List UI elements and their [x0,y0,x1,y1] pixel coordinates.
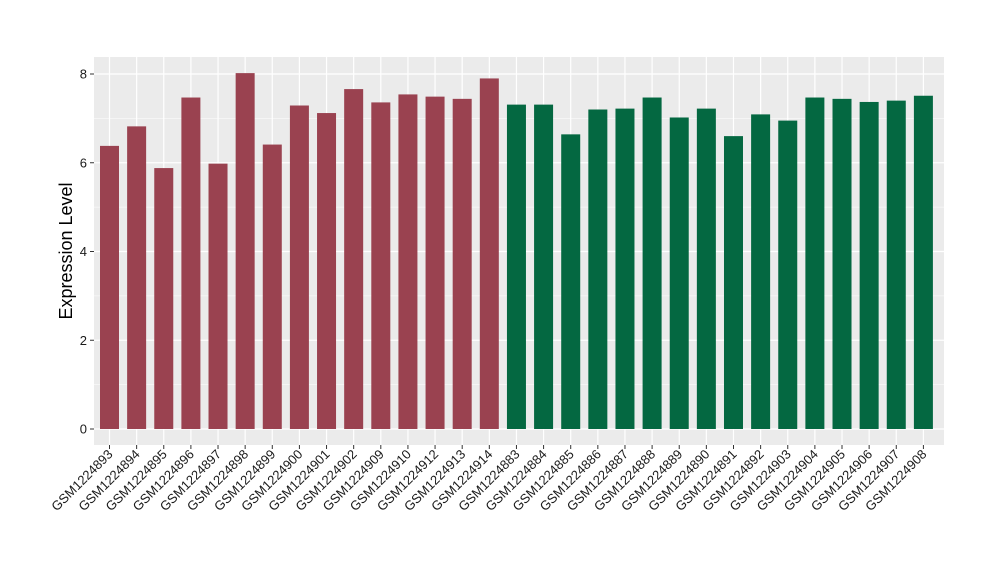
y-tick-label: 4 [80,244,87,259]
bar [778,120,798,429]
bar [642,97,662,430]
bar [723,136,743,429]
bar [235,73,255,430]
y-tick-label: 6 [80,155,87,170]
bar [154,168,174,429]
bars [100,73,933,430]
bar [805,97,825,430]
bar [181,97,201,430]
bar [913,95,933,430]
bar [317,113,337,430]
bar [100,145,119,429]
bar [452,98,472,429]
bar [371,102,391,430]
bar [696,108,716,430]
bar [479,78,499,429]
y-tick-label: 2 [80,333,87,348]
bar [127,126,147,430]
bar [425,96,445,429]
bar [886,100,906,429]
bar [398,94,418,429]
bar [344,89,364,430]
y-axis-title: Expression Level [56,182,76,319]
bar [615,108,635,430]
bar [506,104,526,430]
y-axis: 0 2 4 6 8 [80,67,94,437]
bar [832,98,852,429]
bar [751,114,771,429]
bar [289,105,309,429]
x-axis: GSM1224893GSM1224894GSM1224895GSM1224896… [48,445,930,514]
bar [588,109,608,429]
bar [561,134,581,429]
bar [534,104,554,430]
bar [208,163,228,429]
bar [669,117,689,430]
bar [859,101,879,430]
bar [262,144,282,429]
y-tick-label: 0 [80,422,87,437]
y-tick-label: 8 [80,67,87,82]
